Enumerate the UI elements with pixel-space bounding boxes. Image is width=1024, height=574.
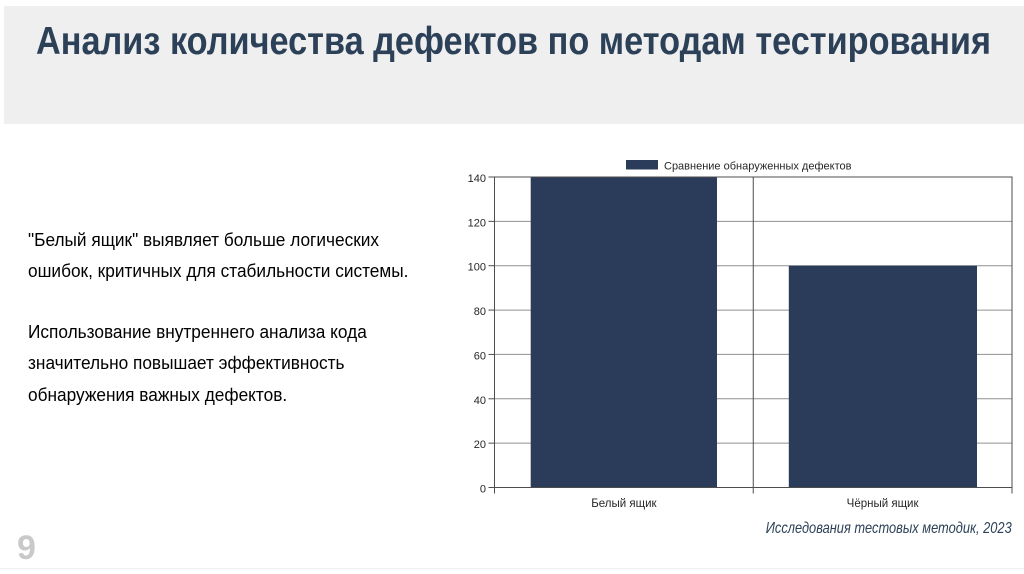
svg-text:Сравнение обнаруженных дефекто: Сравнение обнаруженных дефектов	[664, 161, 852, 173]
svg-text:80: 80	[474, 306, 486, 318]
svg-text:60: 60	[474, 350, 486, 362]
svg-text:Белый ящик: Белый ящик	[591, 498, 657, 510]
svg-text:100: 100	[468, 262, 486, 274]
svg-text:20: 20	[474, 439, 486, 451]
svg-text:140: 140	[468, 173, 486, 185]
svg-text:120: 120	[468, 217, 486, 229]
svg-text:40: 40	[474, 395, 486, 407]
svg-text:Чёрный ящик: Чёрный ящик	[847, 498, 920, 510]
svg-text:0: 0	[480, 484, 486, 496]
